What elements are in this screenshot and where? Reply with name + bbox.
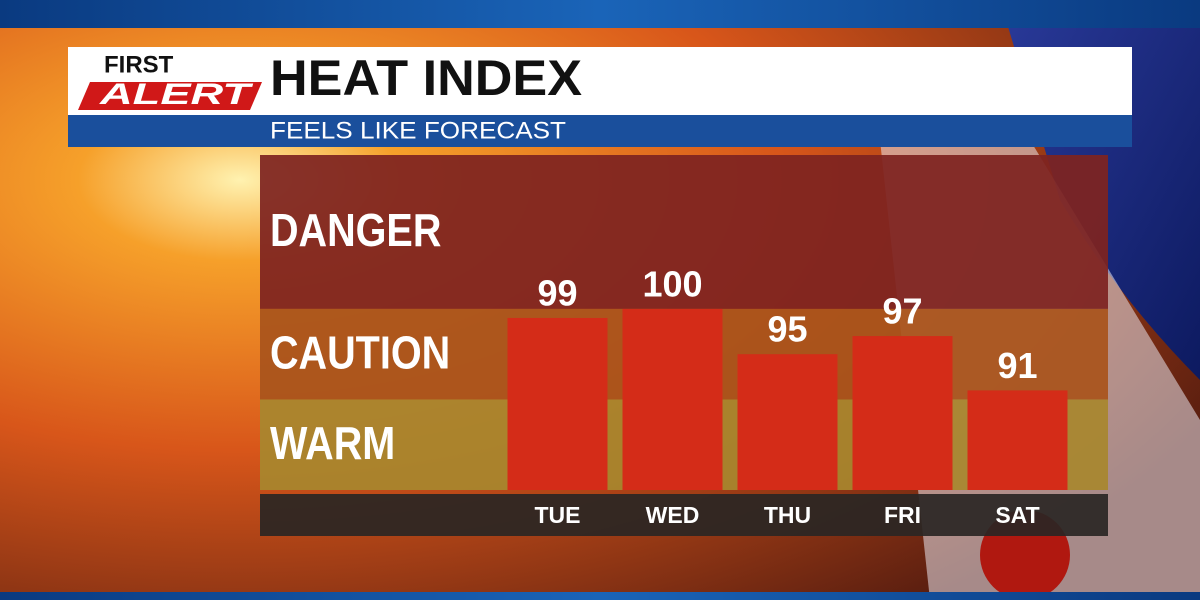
x-tick-label: TUE [535, 502, 581, 528]
logo-top: FIRST [104, 51, 174, 78]
bar [852, 336, 953, 490]
zone-label: DANGER [270, 205, 441, 256]
zone-label: CAUTION [270, 328, 450, 379]
zone [260, 155, 1108, 309]
bottom-strip [0, 592, 1200, 600]
value-label: 95 [767, 309, 807, 350]
title: HEAT INDEX [270, 50, 582, 106]
value-label: 91 [997, 345, 1037, 386]
category-strip [260, 494, 1108, 536]
zone-label: WARM [270, 418, 395, 469]
subtitle: FEELS LIKE FORECAST [270, 117, 566, 144]
x-tick-label: FRI [884, 502, 921, 528]
bar [622, 308, 723, 490]
subheader [68, 115, 1132, 147]
bar [737, 354, 838, 490]
value-label: 97 [882, 291, 922, 332]
bar [507, 317, 608, 490]
x-tick-label: THU [764, 502, 811, 528]
bar [967, 390, 1068, 490]
x-tick-label: WED [646, 502, 700, 528]
top-strip [0, 0, 1200, 28]
logo-bottom: ALERT [98, 78, 254, 111]
x-tick-label: SAT [995, 502, 1039, 528]
value-label: 100 [642, 263, 702, 304]
value-label: 99 [537, 272, 577, 313]
logo-badge [78, 82, 262, 110]
